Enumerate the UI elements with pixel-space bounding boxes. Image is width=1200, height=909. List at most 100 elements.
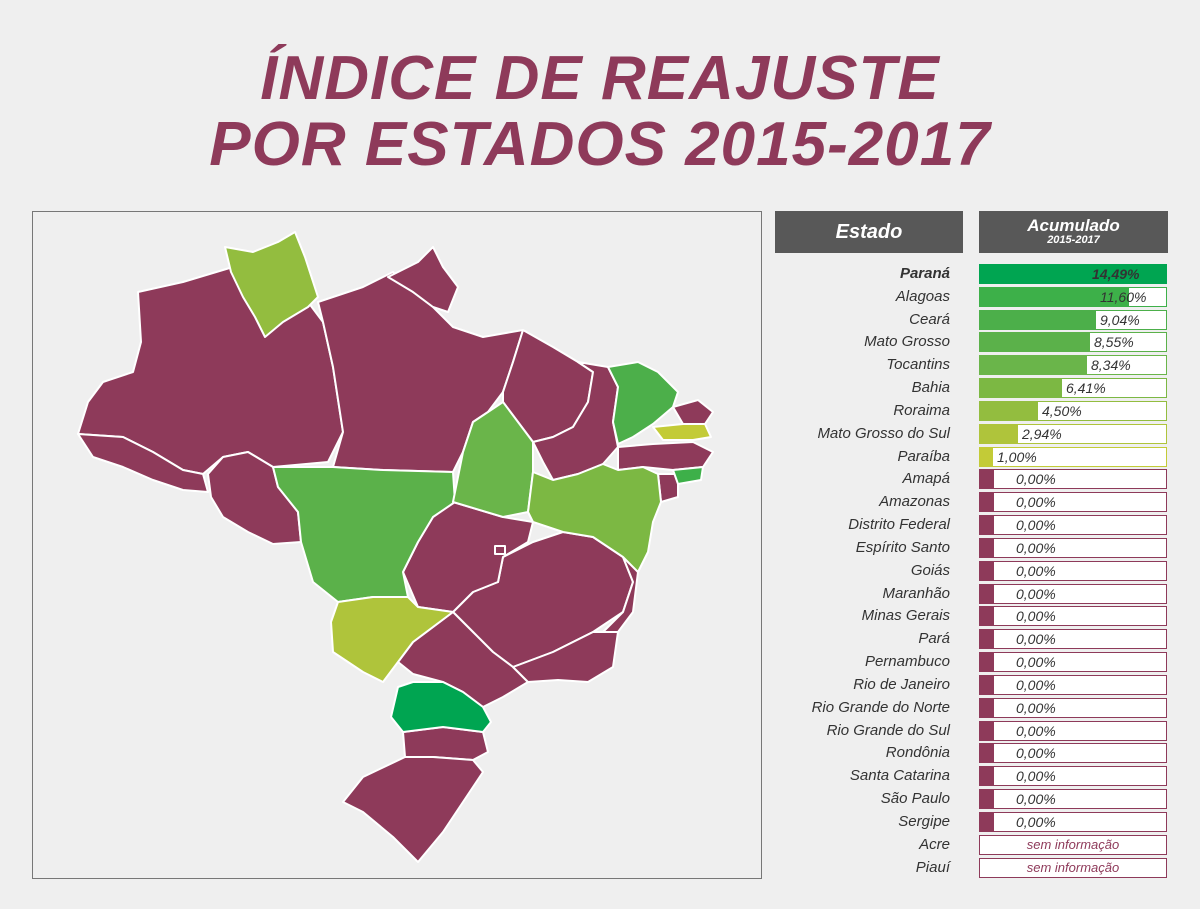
bar-fill <box>980 790 994 808</box>
row-label: Amazonas <box>879 493 950 510</box>
bar-fill <box>980 722 994 740</box>
row-bar: 0,00% <box>979 652 1167 672</box>
row-bar: 0,00% <box>979 538 1167 558</box>
row-label: Bahia <box>911 379 950 396</box>
row-bar: 0,00% <box>979 675 1167 695</box>
row-label: Roraima <box>893 402 950 419</box>
row-value: sem informação <box>1026 837 1120 852</box>
header-acumulado: Acumulado 2015-2017 <box>979 211 1168 253</box>
bar-fill <box>980 585 994 603</box>
row-label: Espírito Santo <box>855 539 950 556</box>
bar-fill <box>980 493 994 511</box>
title-line-2: POR ESTADOS 2015-2017 <box>209 110 991 179</box>
row-bar: 6,41% <box>979 378 1167 398</box>
row-label: Santa Catarina <box>849 767 950 784</box>
bar-fill <box>980 425 1018 443</box>
bar-fill <box>980 744 994 762</box>
row-bar: 0,00% <box>979 743 1167 763</box>
map-state-mato-grosso-do-sul <box>330 596 454 683</box>
row-value: 6,41% <box>1066 380 1106 396</box>
row-bar: 0,00% <box>979 515 1167 535</box>
row-bar: 8,34% <box>979 355 1167 375</box>
row-bar: 14,49% <box>979 264 1167 284</box>
row-bar: 8,55% <box>979 332 1167 352</box>
row-bar: 0,00% <box>979 766 1167 786</box>
row-value: 9,04% <box>1100 312 1140 328</box>
header-acumulado-period: 2015-2017 <box>1047 234 1100 246</box>
map-state-bahia <box>527 463 662 573</box>
row-value: 0,00% <box>1016 608 1056 624</box>
row-value: 0,00% <box>1016 540 1056 556</box>
bar-fill <box>980 676 994 694</box>
row-value: sem informação <box>1026 860 1120 875</box>
bar-fill <box>980 402 1038 420</box>
bar-fill <box>980 448 993 466</box>
map-state-acre <box>77 433 209 493</box>
row-label: Rio de Janeiro <box>853 676 950 693</box>
row-bar: 0,00% <box>979 698 1167 718</box>
row-value: 0,00% <box>1016 700 1056 716</box>
row-label: Rio Grande do Norte <box>811 699 950 716</box>
row-bar: 0,00% <box>979 629 1167 649</box>
bar-fill <box>980 311 1096 329</box>
row-value: 0,00% <box>1016 631 1056 647</box>
row-bar: 9,04% <box>979 310 1167 330</box>
header-estado: Estado <box>775 211 963 253</box>
row-value: 0,00% <box>1016 768 1056 784</box>
bar-fill <box>980 379 1062 397</box>
row-label: Pernambuco <box>864 653 950 670</box>
map-state-rio-de-janeiro <box>512 631 619 683</box>
bar-fill <box>980 562 994 580</box>
bar-fill <box>980 767 994 785</box>
map-state-paraiba <box>652 423 712 441</box>
row-bar: 4,50% <box>979 401 1167 421</box>
row-value: 0,00% <box>1016 791 1056 807</box>
row-value: 0,00% <box>1016 471 1056 487</box>
header-acumulado-label: Acumulado <box>1027 216 1120 235</box>
row-value: 4,50% <box>1042 403 1082 419</box>
row-label: Distrito Federal <box>848 516 950 533</box>
row-label: Amapá <box>902 470 950 487</box>
map-state-rio-grande-do-sul <box>342 756 484 863</box>
row-label: Tocantins <box>886 356 950 373</box>
row-label: Pará <box>918 630 950 647</box>
row-value: 0,00% <box>1016 745 1056 761</box>
row-label: Ceará <box>909 311 950 328</box>
row-bar: 0,00% <box>979 492 1167 512</box>
row-value: 0,00% <box>1016 517 1056 533</box>
row-value: 2,94% <box>1022 426 1062 442</box>
row-bar: 0,00% <box>979 812 1167 832</box>
row-label: Rio Grande do Sul <box>826 722 950 739</box>
row-label: Sergipe <box>898 813 950 830</box>
row-label: Mato Grosso do Sul <box>817 425 950 442</box>
row-label: Alagoas <box>895 288 950 305</box>
row-value: 0,00% <box>1016 677 1056 693</box>
row-label: Paraná <box>899 265 950 282</box>
row-bar: 0,00% <box>979 721 1167 741</box>
bar-fill <box>980 516 994 534</box>
map-state-rio-grande-do-norte <box>672 399 714 425</box>
row-value: 0,00% <box>1016 654 1056 670</box>
map-state-mato-grosso <box>272 466 456 603</box>
row-bar: 0,00% <box>979 789 1167 809</box>
row-value: 11,60% <box>1100 289 1147 305</box>
row-bar: sem informação <box>979 835 1167 855</box>
row-bar: 0,00% <box>979 469 1167 489</box>
row-label: Minas Gerais <box>861 607 950 624</box>
row-bar: sem informação <box>979 858 1167 878</box>
row-value: 0,00% <box>1016 723 1056 739</box>
map-state-alagoas <box>672 466 704 485</box>
row-label: Mato Grosso <box>864 333 950 350</box>
title-line-1: ÍNDICE DE REAJUSTE <box>260 44 940 113</box>
map-state-amapa <box>387 246 459 313</box>
bar-fill <box>980 699 994 717</box>
bar-fill <box>980 813 994 831</box>
row-value: 1,00% <box>997 449 1037 465</box>
bar-fill <box>980 265 1166 283</box>
row-bar: 1,00% <box>979 447 1167 467</box>
row-value: 0,00% <box>1016 494 1056 510</box>
brazil-map <box>32 211 762 879</box>
bar-fill <box>980 470 994 488</box>
row-value: 0,00% <box>1016 586 1056 602</box>
row-value: 14,49% <box>1092 266 1140 282</box>
